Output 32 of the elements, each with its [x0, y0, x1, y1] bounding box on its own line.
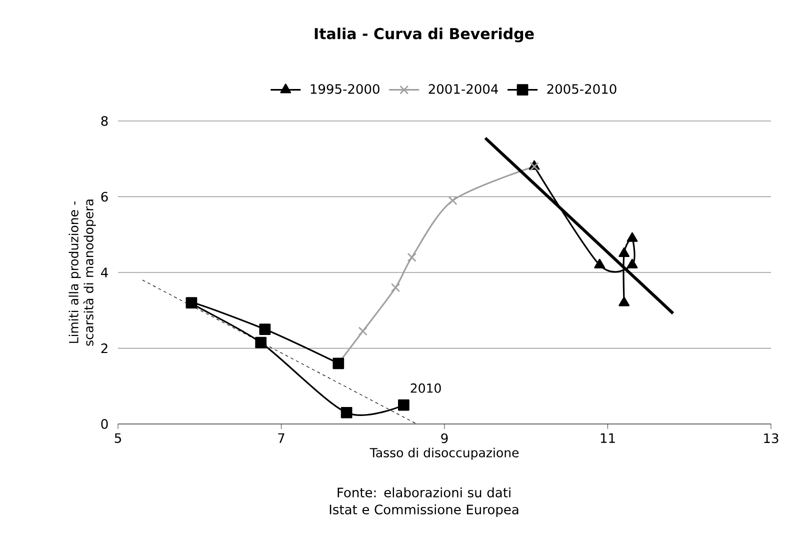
point: [259, 324, 271, 335]
y-axis-title: Limiti alla produzione - scarsità di manodopera: [68, 200, 96, 346]
point: [398, 399, 410, 411]
x-tick-label: 13: [764, 433, 778, 444]
y-tick-label: 2: [101, 343, 108, 354]
x-tick-label: 9: [441, 433, 448, 444]
point: [390, 283, 400, 292]
x-tick-label: 11: [600, 433, 615, 443]
annotation: 2010: [410, 383, 441, 393]
y-tick-label: 8: [101, 116, 108, 126]
y-tick-label: 4: [101, 268, 108, 278]
point: [618, 247, 630, 257]
point: [255, 336, 267, 348]
x-tick-label: 7: [278, 433, 284, 443]
point: [358, 326, 368, 336]
point: [626, 232, 638, 242]
point: [448, 196, 458, 206]
chart-title: Italia - Curva di Beveridge: [314, 28, 534, 42]
point: [407, 252, 416, 262]
point: [626, 258, 638, 268]
x-tick-label: 5: [114, 433, 122, 444]
legend-label: 1995-2000: [310, 84, 380, 94]
legend-label: 2005-2010: [547, 84, 616, 94]
point: [186, 297, 198, 308]
x-axis-title: Tasso di disoccupazione: [370, 448, 519, 460]
y-tick-label: 0: [101, 419, 108, 429]
source-note: Fonte: elaborazioni su dati Istat e Commissione Europea: [330, 487, 518, 517]
point: [618, 296, 630, 306]
point: [594, 258, 606, 268]
y-tick-label: 6: [101, 192, 108, 202]
point: [340, 406, 352, 418]
legend-label: 2001-2004: [428, 84, 498, 94]
